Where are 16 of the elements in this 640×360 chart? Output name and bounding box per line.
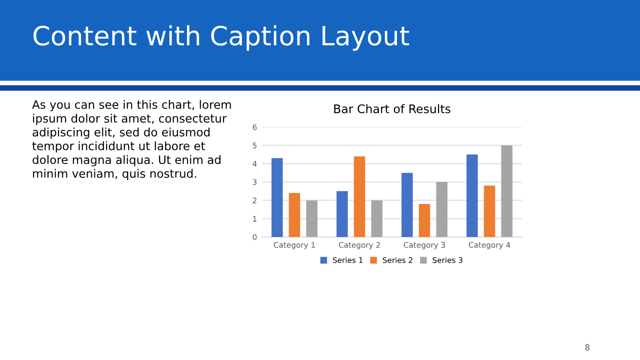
bar <box>288 193 300 237</box>
bar <box>501 145 512 237</box>
bar <box>466 154 478 237</box>
bar <box>436 182 448 237</box>
bar <box>402 172 413 237</box>
bar <box>371 200 382 237</box>
chart-title: Bar Chart of Results <box>334 104 450 114</box>
bar <box>272 158 283 237</box>
bar <box>306 200 318 237</box>
bar <box>418 204 430 237</box>
text: As you can see in this chart, lorem ipsum dolor sit amet, consectetur adipiscing elit, sed do eiusmod tempor incididunt ut labore et dolore magna aliqua. Ut enim ad minim veniam, quis nostrud. <box>32 100 231 180</box>
bar <box>484 186 496 237</box>
bar <box>354 156 366 237</box>
text: 8 <box>585 344 590 350</box>
bar <box>336 191 348 237</box>
text: Content with Caption Layout <box>33 25 410 51</box>
